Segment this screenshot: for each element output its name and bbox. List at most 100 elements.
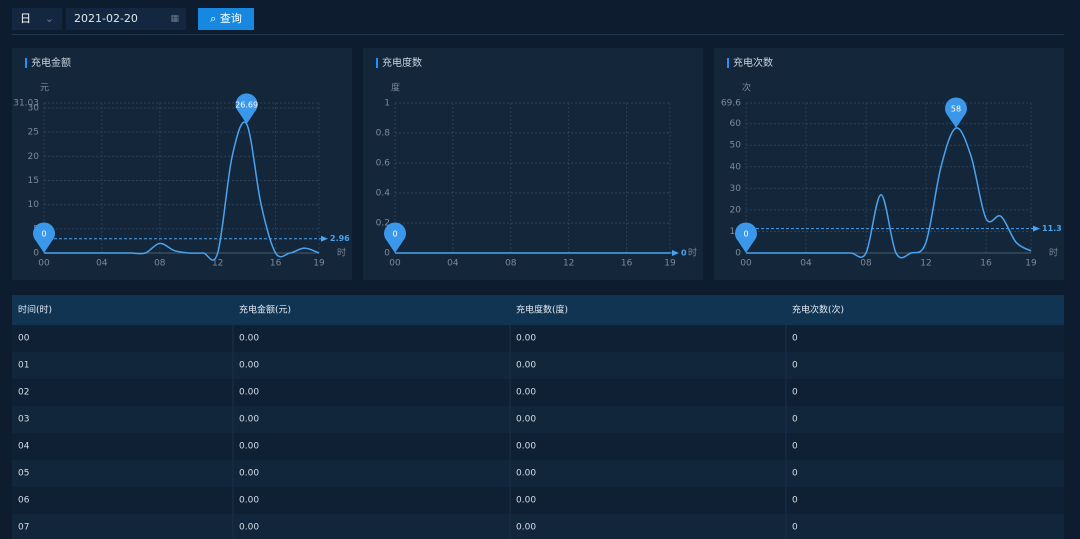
y-tick-label: 40: [730, 162, 742, 172]
y-unit: 度: [391, 82, 400, 94]
cell: 0: [792, 415, 798, 425]
average-arrow: [1033, 225, 1040, 232]
y-unit: 次: [742, 82, 751, 94]
y-tick-label: 50: [730, 141, 742, 151]
cell: 01: [18, 361, 29, 371]
cell: 00: [18, 334, 30, 344]
table-row: [12, 406, 1064, 433]
y-tick-label: 20: [730, 205, 742, 215]
panel: [363, 48, 703, 280]
cell: 02: [18, 388, 29, 398]
x-tick-label: 08: [860, 259, 872, 269]
markpoint: [384, 222, 407, 253]
cell: 0.00: [239, 415, 259, 425]
header-cell: 时间(时): [18, 304, 52, 316]
y-tick-label: 1: [384, 99, 390, 109]
average-label: 0: [681, 249, 687, 258]
y-tick-label: 20: [28, 152, 40, 162]
cell: 0.00: [239, 469, 259, 479]
y-tick-label: 30: [28, 103, 40, 113]
x-unit: 时: [688, 247, 697, 259]
x-tick-label: 12: [563, 259, 574, 269]
line: [44, 121, 320, 261]
average-label: 11.3: [1042, 224, 1062, 233]
y-tick-label: 25: [28, 128, 39, 138]
chart-title: 充电金额: [31, 56, 71, 69]
x-tick-label: 16: [621, 259, 633, 269]
table-row: [12, 379, 1064, 406]
y-unit: 元: [40, 84, 49, 94]
markpoint: [735, 222, 757, 253]
x-tick-label: 04: [447, 259, 459, 269]
cell: 0.00: [239, 523, 259, 533]
cell: 0.00: [239, 496, 259, 506]
cell: 0.00: [239, 334, 259, 344]
cell: 0.00: [516, 496, 536, 506]
cell: 0.00: [516, 334, 536, 344]
y-tick-label: 0.4: [376, 189, 391, 199]
x-tick-label: 04: [800, 259, 812, 269]
title-bar: [376, 58, 378, 68]
table-row: [12, 487, 1064, 514]
y-tick-label: 69.6: [721, 99, 741, 109]
title-bar: [727, 58, 729, 68]
panel: [12, 48, 352, 280]
date-input[interactable]: 2021-02-20 ▦: [66, 8, 186, 30]
x-tick-label: 04: [96, 259, 108, 269]
chart-title: 充电度数: [382, 56, 422, 69]
cell: 0.00: [516, 469, 536, 479]
y-tick-label: 0.2: [376, 219, 390, 229]
table-row: [12, 352, 1064, 379]
markpoint: [33, 222, 55, 253]
button-label: 查询: [219, 12, 242, 25]
markpoint-label: 26.69: [235, 100, 258, 109]
x-tick-label: 16: [270, 259, 282, 269]
x-tick-label: 19: [313, 259, 325, 269]
header-cell: 充电度数(度): [516, 304, 568, 316]
y-tick-label: 30: [730, 184, 742, 194]
y-tick-label: 31.03: [13, 99, 39, 109]
header-cell: 充电次数(次): [792, 304, 844, 316]
table-row: [12, 433, 1064, 460]
search-button[interactable]: ⌕ 查询: [198, 8, 254, 30]
cell: 04: [18, 442, 30, 452]
x-tick-label: 16: [980, 259, 992, 269]
x-tick-label: 00: [389, 259, 401, 269]
date-value: 2021-02-20: [74, 12, 138, 25]
y-tick-label: 60: [730, 119, 742, 129]
y-tick-label: 0: [384, 249, 390, 259]
cell: 03: [18, 415, 29, 425]
x-tick-label: 00: [38, 259, 50, 269]
markpoint: [945, 97, 967, 128]
cell: 0.00: [516, 361, 536, 371]
cell: 0: [792, 334, 798, 344]
x-tick-label: 08: [154, 259, 166, 269]
average-arrow: [672, 250, 679, 256]
panel: [714, 48, 1064, 280]
markpoint-label: 0: [392, 230, 397, 239]
cell: 0: [792, 442, 798, 452]
cell: 0: [792, 469, 798, 479]
y-tick-label: 0: [33, 249, 39, 259]
cell: 0: [792, 388, 798, 398]
divider: [12, 34, 1064, 35]
period-select[interactable]: 日 ⌄: [12, 8, 62, 30]
cell: 0.00: [516, 523, 536, 533]
x-tick-label: 19: [1025, 259, 1037, 269]
average-arrow: [321, 235, 328, 242]
x-unit: 时: [1049, 247, 1058, 259]
y-tick-label: 10: [28, 200, 40, 210]
cell: 0.00: [516, 442, 536, 452]
x-tick-label: 12: [212, 259, 223, 269]
markpoint-label: 0: [41, 230, 46, 239]
title-bar: [25, 58, 27, 68]
y-tick-label: 0.6: [376, 159, 391, 169]
markpoint: [235, 93, 258, 124]
x-tick-label: 12: [920, 259, 931, 269]
table-header: [12, 295, 1064, 325]
cell: 06: [18, 496, 30, 506]
markpoint-label: 0: [743, 230, 748, 239]
cell: 0.00: [516, 415, 536, 425]
